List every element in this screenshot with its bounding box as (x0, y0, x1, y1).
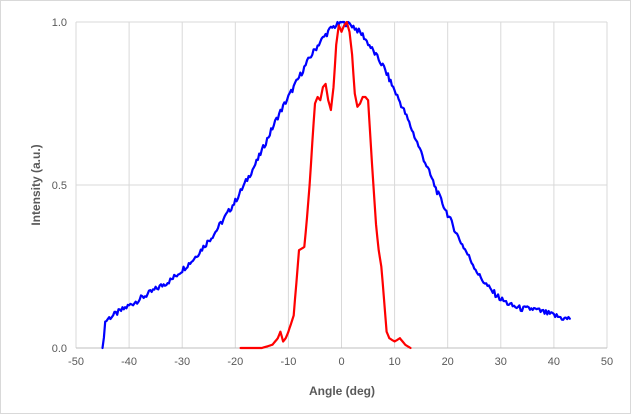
x-tick-labels: -50 -40 -30 -20 -10 0 10 20 30 40 50 (68, 356, 613, 368)
x-tick-label: 20 (442, 356, 454, 368)
x-tick-label: 0 (338, 356, 344, 368)
y-axis-title: Intensity (a.u.) (29, 144, 43, 225)
y-tick-labels: 0.0 0.5 1.0 (52, 17, 67, 355)
series-lines (101, 20, 571, 350)
blue-series-line (101, 20, 571, 350)
x-axis-title: Angle (deg) (309, 384, 375, 398)
x-tick-label: 50 (601, 356, 613, 368)
y-tick-label: 0.0 (52, 343, 67, 355)
x-tick-label: -20 (227, 356, 243, 368)
x-tick-label: -50 (68, 356, 84, 368)
x-tick-label: 10 (388, 356, 400, 368)
x-tick-label: -10 (280, 356, 296, 368)
x-tick-label: -30 (174, 356, 190, 368)
y-tick-label: 0.5 (52, 180, 67, 192)
x-tick-label: 40 (548, 356, 560, 368)
x-tick-label: -40 (121, 356, 137, 368)
red-series-line (239, 20, 412, 350)
grid-lines (75, 21, 608, 349)
x-tick-label: 30 (495, 356, 507, 368)
y-tick-label: 1.0 (52, 17, 67, 29)
